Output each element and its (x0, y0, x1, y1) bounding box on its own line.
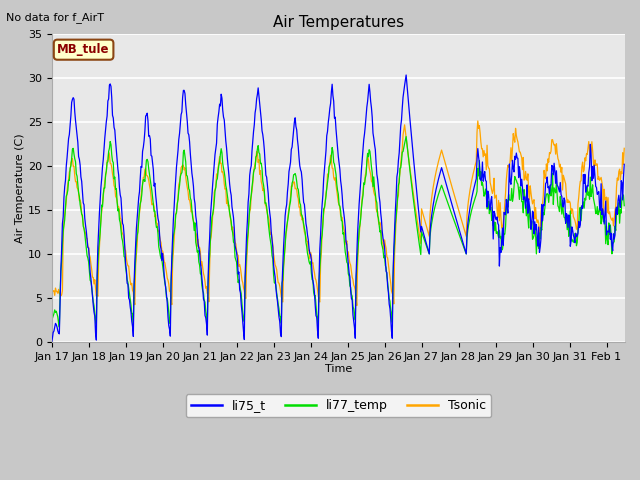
Title: Air Temperatures: Air Temperatures (273, 15, 404, 30)
Text: MB_tule: MB_tule (58, 43, 110, 56)
Legend: li75_t, li77_temp, Tsonic: li75_t, li77_temp, Tsonic (186, 395, 491, 417)
Text: No data for f_AirT: No data for f_AirT (6, 12, 104, 23)
Y-axis label: Air Temperature (C): Air Temperature (C) (15, 133, 25, 243)
X-axis label: Time: Time (324, 364, 352, 374)
